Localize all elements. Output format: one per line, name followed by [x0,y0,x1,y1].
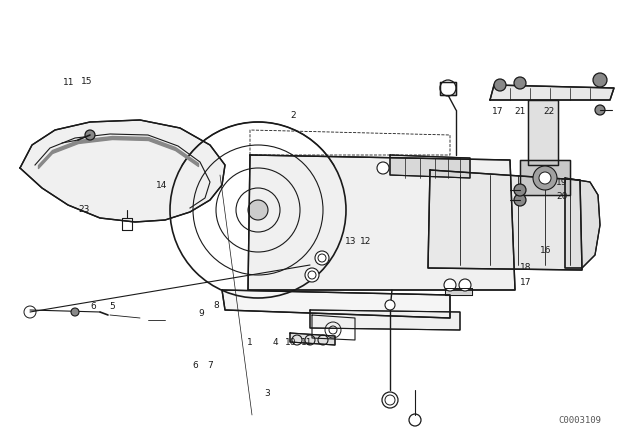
Polygon shape [428,170,582,270]
Text: 23: 23 [79,205,90,214]
Polygon shape [565,178,600,268]
Text: 17: 17 [520,278,532,287]
Text: 1: 1 [247,338,252,347]
Text: 3: 3 [265,389,270,398]
Circle shape [595,105,605,115]
Circle shape [514,77,526,89]
Circle shape [248,200,268,220]
Polygon shape [290,333,335,345]
Circle shape [315,251,329,265]
Circle shape [85,130,95,140]
Text: 6: 6 [90,302,95,311]
Circle shape [440,80,456,96]
Circle shape [385,300,395,310]
Text: 22: 22 [543,107,555,116]
Text: 17: 17 [492,107,504,116]
Polygon shape [390,155,470,178]
Text: 10: 10 [285,338,296,347]
Text: 18: 18 [520,263,532,272]
Text: C0003109: C0003109 [559,415,602,425]
Text: 15: 15 [81,77,92,86]
Circle shape [539,172,551,184]
Polygon shape [445,288,472,295]
Text: 4: 4 [273,338,278,347]
Text: 9: 9 [199,309,204,318]
Polygon shape [528,100,558,165]
Text: 13: 13 [345,237,356,246]
Text: 20: 20 [556,192,568,201]
Circle shape [514,194,526,206]
Text: 11: 11 [301,338,313,347]
Circle shape [514,184,526,196]
Text: 7: 7 [207,361,212,370]
Polygon shape [310,310,460,330]
Polygon shape [222,290,450,318]
Text: 6: 6 [193,361,198,370]
Circle shape [494,79,506,91]
Circle shape [533,166,557,190]
Circle shape [593,73,607,87]
Text: 5: 5 [109,302,115,311]
Text: 14: 14 [156,181,167,190]
Text: 21: 21 [514,107,525,116]
Circle shape [377,162,389,174]
Text: 2: 2 [291,111,296,120]
Polygon shape [248,155,515,290]
Polygon shape [20,120,225,222]
Text: 12: 12 [360,237,372,246]
Circle shape [305,268,319,282]
Polygon shape [490,85,614,100]
Circle shape [444,279,456,291]
Text: 16: 16 [540,246,551,255]
Circle shape [459,279,471,291]
Polygon shape [520,160,570,195]
Circle shape [71,308,79,316]
Text: 19: 19 [556,178,568,187]
Text: 11: 11 [63,78,74,87]
Text: 8: 8 [214,301,219,310]
Polygon shape [440,82,456,95]
